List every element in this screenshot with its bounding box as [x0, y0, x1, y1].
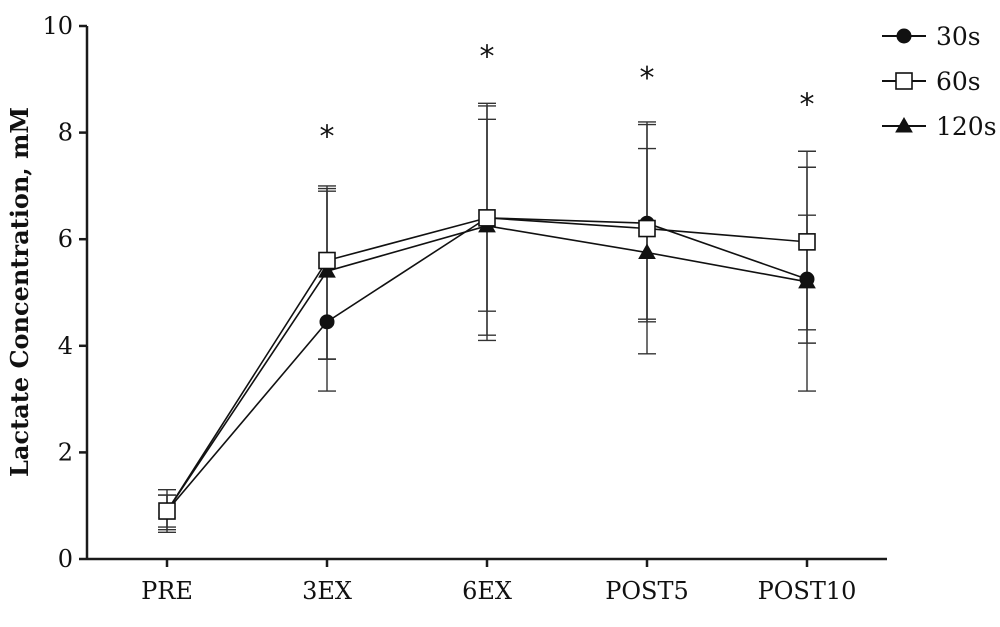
series-markers [158, 209, 816, 520]
y-ticks: 0 2 4 6 8 10 [42, 12, 87, 573]
significance-star: * [640, 61, 655, 96]
y-tick-label: 6 [58, 225, 73, 253]
x-ticks: PRE 3EX 6EX POST5 POST10 [141, 559, 856, 605]
x-tick-label: POST5 [605, 577, 689, 605]
y-axis-label: Lactate Concentration, mM [5, 107, 34, 477]
significance-star: * [800, 88, 815, 123]
data-point-30s [319, 314, 335, 330]
significance-star: * [320, 120, 335, 155]
y-tick-label: 2 [58, 438, 73, 466]
data-point-60s [638, 219, 656, 238]
legend-label-60s: 60s [936, 67, 981, 96]
data-point-120s [638, 243, 656, 260]
x-tick-label: 6EX [462, 577, 512, 605]
significance-star: * [480, 40, 495, 75]
y-tick-label: 0 [58, 545, 73, 573]
x-tick-label: 3EX [302, 577, 352, 605]
legend-label-30s: 30s [936, 22, 981, 51]
legend-label-120s: 120s [936, 112, 997, 141]
legend-marker-120s [895, 116, 913, 133]
x-tick-label: POST10 [758, 577, 857, 605]
data-point-120s [798, 272, 816, 289]
data-point-120s [318, 262, 336, 278]
data-point-60s [478, 209, 496, 227]
y-tick-label: 10 [42, 12, 73, 40]
x-tick-label: PRE [141, 577, 193, 605]
y-tick-label: 8 [58, 119, 73, 147]
legend: 30s 60s 120s [882, 22, 997, 141]
data-point-60s [798, 233, 816, 251]
error-bars [158, 102, 816, 534]
data-point-60s [158, 502, 176, 520]
y-tick-label: 4 [58, 332, 73, 360]
significance-annotations: * * * * [320, 40, 815, 155]
legend-marker-30s [896, 28, 912, 44]
data-point-60s [318, 251, 336, 270]
legend-marker-60s [895, 72, 913, 90]
